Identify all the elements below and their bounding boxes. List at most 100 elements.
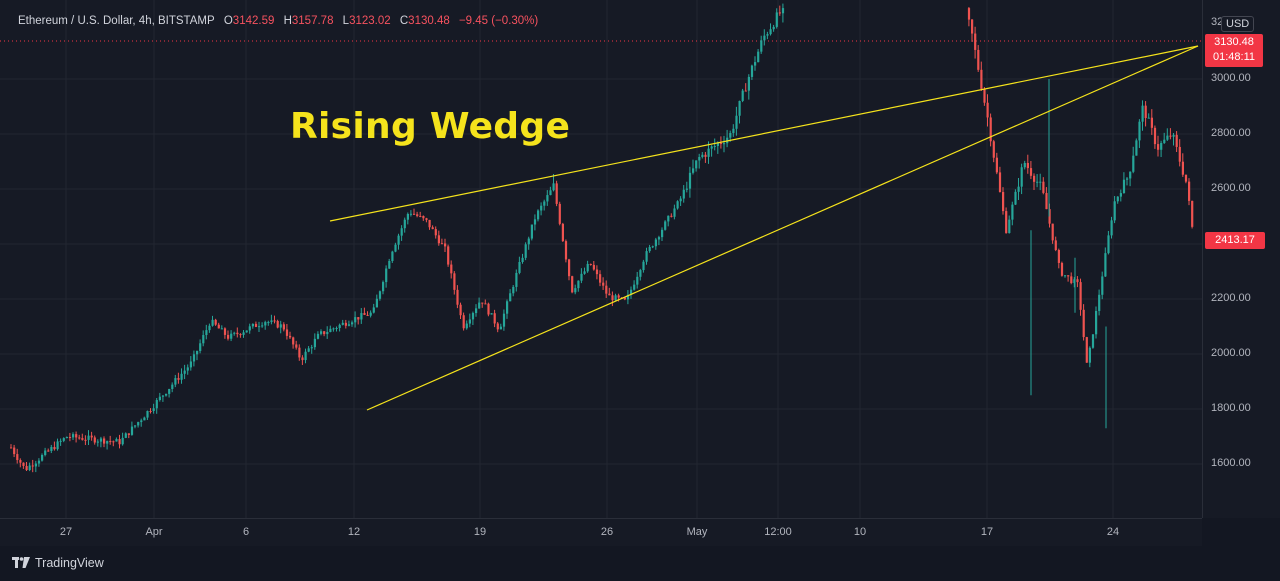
close-label: C [399,15,409,27]
tradingview-logo[interactable]: TradingView [12,556,104,570]
candle-body [1191,200,1194,227]
candle-body [481,302,484,304]
candle-body [977,49,980,70]
candle-body [580,273,583,281]
candle-body [143,417,146,421]
candle-body [422,215,425,219]
candle-body [738,100,741,116]
candle-body [546,195,549,202]
open-label: O [223,15,233,27]
candle-body [533,219,537,225]
candle-body [81,438,84,440]
candle-body [31,465,34,467]
price-scale[interactable]: 1600.001800.002000.002200.002400.002600.… [1202,0,1280,518]
candle-body [729,133,732,138]
candle-body [1045,192,1048,210]
candle-body [168,388,171,394]
candle-body [112,441,115,443]
candle-body [165,393,168,396]
candle-body [766,34,769,36]
candle-body [1017,186,1020,192]
candle-body [177,378,180,380]
high-value: 3157.78 [291,15,334,27]
price-tick: 2000.00 [1211,347,1251,359]
candle-body [583,271,586,274]
candle-body [338,324,341,328]
candle-body [1036,181,1039,183]
candle-body [68,436,72,438]
candle-body [1054,240,1057,251]
candle-body [22,462,25,466]
candle-body [595,269,599,275]
candle-body [261,325,264,327]
candle-body [462,315,465,329]
candle-body [605,285,608,294]
candle-body [967,8,971,20]
candle-body [301,357,304,361]
candle-body [1091,334,1095,348]
candle-body [391,251,394,262]
candle-body [267,322,270,324]
candle-body [186,367,189,371]
candle-body [1169,135,1172,137]
candle-body [332,328,335,330]
candle-body [1147,117,1150,119]
candle-body [754,62,757,66]
candle-body [10,447,13,449]
candle-body [623,297,626,300]
candle-body [124,433,127,438]
candle-body [214,319,217,325]
candle-body [558,203,561,224]
candle-body [1051,223,1054,241]
time-scale[interactable]: 27 Apr 6 12 19 26 May 12:00 10 17 24 [0,518,1202,547]
candle-body [19,460,22,463]
candle-body [1126,178,1129,180]
candle-body [747,76,750,91]
current-price-tag: 2413.17 [1205,232,1265,249]
candle-body [732,128,735,134]
candle-body [1178,146,1181,162]
candle-body [1113,201,1116,221]
candle-body [685,188,688,190]
candle-body [1014,191,1017,205]
open-value: 3142.59 [232,15,275,27]
candle-body [980,69,983,89]
candle-body [630,289,633,295]
time-tick: 12:00 [764,526,792,538]
candle-body [1048,209,1051,224]
candle-body [202,335,205,344]
candle-body [502,313,506,327]
candle-body [270,320,273,323]
candle-body [62,438,65,441]
candle-body [475,308,478,314]
candle-body [298,347,301,358]
rising-wedge-annotation[interactable]: Rising Wedge [290,106,571,147]
candle-body [34,463,37,467]
grid [0,0,1202,518]
candle-body [574,288,577,293]
candle-body [245,330,248,333]
candle-body [1042,181,1045,193]
high-label: H [283,15,292,27]
candle-body [363,313,366,315]
candle-body [354,317,357,323]
candle-body [493,313,496,324]
chart-area[interactable]: Ethereum / U.S. Dollar, 4h, BITSTAMP O31… [0,0,1202,518]
candle-body [118,439,121,445]
candle-body [254,323,258,327]
candle-body [248,326,251,331]
candle-body [149,410,152,412]
candle-body [459,304,462,316]
candle-body [227,334,230,339]
low-label: L [342,15,350,27]
candle-body [527,238,530,245]
candle-body [1119,193,1122,197]
candle-body [357,317,360,320]
price-chart[interactable] [0,0,1202,518]
candle-body [205,330,208,336]
currency-badge[interactable]: USD [1221,16,1255,32]
candle-body [385,268,388,283]
candle-body [320,331,323,334]
time-tick: 6 [242,526,250,538]
time-tick: 27 [59,526,73,538]
